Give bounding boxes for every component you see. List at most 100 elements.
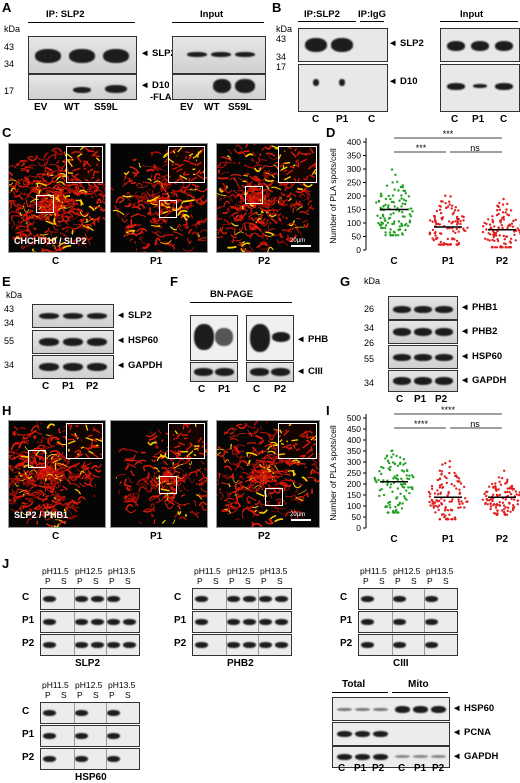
mitochondrion bbox=[297, 151, 300, 155]
data-point bbox=[399, 225, 401, 227]
blot-band bbox=[75, 710, 88, 716]
data-point bbox=[484, 502, 486, 504]
mitochondrion bbox=[85, 194, 93, 195]
mitochondrion bbox=[221, 223, 232, 225]
mitochondrion bbox=[97, 164, 98, 166]
mitochondrion bbox=[261, 211, 263, 213]
mitochondrion bbox=[138, 251, 146, 252]
blot-band bbox=[393, 328, 411, 336]
mitochondrion bbox=[225, 466, 232, 470]
panel-j-blot-row bbox=[358, 611, 458, 633]
blot-band bbox=[43, 619, 56, 625]
panel-j-row-label: C bbox=[22, 592, 29, 603]
mitochondrion bbox=[237, 497, 238, 502]
data-point bbox=[392, 477, 394, 479]
mitochondrion bbox=[163, 235, 174, 236]
mitochondrion bbox=[47, 155, 54, 160]
data-point bbox=[436, 489, 438, 491]
blot-band bbox=[107, 596, 120, 602]
panel-c-image-label: P1 bbox=[150, 256, 162, 267]
mitochondrion bbox=[306, 208, 309, 211]
mitochondrion bbox=[127, 234, 138, 236]
mitochondrion bbox=[179, 517, 186, 520]
blot-divider bbox=[226, 589, 227, 609]
mitochondrion bbox=[160, 453, 165, 457]
panel-h-image-label: C bbox=[52, 531, 59, 542]
y-tick-label: 250 bbox=[347, 178, 361, 188]
mitochondrion bbox=[245, 233, 251, 236]
panel-a-input-title: Input bbox=[200, 9, 223, 20]
blot-band bbox=[495, 41, 513, 51]
mitochondrion bbox=[91, 197, 93, 198]
data-point bbox=[458, 503, 460, 505]
panel-letter-b: B bbox=[272, 0, 281, 15]
data-point bbox=[406, 477, 408, 479]
panel-f-phb-blot-right bbox=[246, 315, 294, 361]
panel-e-label: ◄ HSP60 bbox=[116, 335, 158, 346]
panel-f-label-text: PHB bbox=[308, 334, 328, 345]
mitochondrion bbox=[67, 454, 68, 455]
data-point bbox=[499, 234, 501, 236]
panel-j-blot-name: PHB2 bbox=[227, 658, 254, 669]
blot-band bbox=[107, 619, 120, 625]
data-point bbox=[517, 500, 519, 502]
data-point bbox=[439, 209, 441, 211]
data-point bbox=[455, 474, 457, 476]
mitochondrion bbox=[199, 195, 204, 199]
blot-divider bbox=[106, 726, 107, 746]
data-point bbox=[382, 205, 384, 207]
data-point bbox=[384, 234, 386, 236]
data-point bbox=[491, 246, 493, 248]
mitochondrion bbox=[173, 462, 174, 464]
data-point bbox=[411, 486, 413, 488]
panel-e-label: ◄ GAPDH bbox=[116, 360, 162, 371]
data-point bbox=[449, 195, 451, 197]
x-category-label: P2 bbox=[496, 534, 509, 545]
mitochondrion bbox=[205, 450, 207, 451]
mitochondrion bbox=[184, 200, 194, 202]
blot-band bbox=[373, 754, 388, 760]
mitochondrion bbox=[158, 429, 161, 433]
data-point bbox=[491, 483, 493, 485]
data-point bbox=[399, 462, 401, 464]
data-point bbox=[466, 227, 468, 229]
blot-band bbox=[395, 706, 410, 713]
data-point bbox=[400, 478, 402, 480]
mitochondrion bbox=[84, 169, 86, 170]
mitochondrion bbox=[247, 443, 256, 444]
data-point bbox=[431, 237, 433, 239]
blot-band bbox=[107, 710, 120, 716]
panel-e-gapdh-blot bbox=[32, 355, 114, 379]
panel-b-lane: C bbox=[500, 114, 507, 125]
mitochondrion bbox=[301, 194, 305, 197]
panel-letter-e: E bbox=[2, 274, 11, 289]
data-point bbox=[387, 204, 389, 206]
y-tick-label: 50 bbox=[352, 512, 362, 522]
panel-b-ip-slp2-blot bbox=[298, 28, 388, 62]
mitochondrion bbox=[21, 164, 25, 166]
data-point bbox=[405, 499, 407, 501]
mitochondrion bbox=[169, 177, 171, 180]
blot-band bbox=[43, 596, 56, 602]
panel-j-frac-lane: P2 bbox=[432, 763, 444, 774]
mitochondrion bbox=[306, 449, 311, 453]
panel-a-input-d10-blot bbox=[172, 74, 266, 100]
mitochondrion bbox=[46, 496, 49, 497]
mitochondrion bbox=[25, 196, 34, 200]
mitochondrion bbox=[9, 485, 10, 490]
data-point bbox=[397, 234, 399, 236]
mitochondrion bbox=[197, 222, 203, 223]
data-point bbox=[379, 224, 381, 226]
panel-j-ps-label: P bbox=[197, 576, 203, 586]
data-point bbox=[506, 479, 508, 481]
mitochondrion bbox=[86, 213, 89, 214]
mitochondrion bbox=[300, 432, 307, 437]
data-point bbox=[379, 217, 381, 219]
data-point bbox=[439, 232, 441, 234]
mitochondrion bbox=[277, 239, 283, 242]
panel-b-ip2-line bbox=[360, 21, 384, 22]
data-point bbox=[395, 510, 397, 512]
mitochondrion bbox=[263, 421, 267, 423]
mitochondrion bbox=[240, 482, 243, 483]
